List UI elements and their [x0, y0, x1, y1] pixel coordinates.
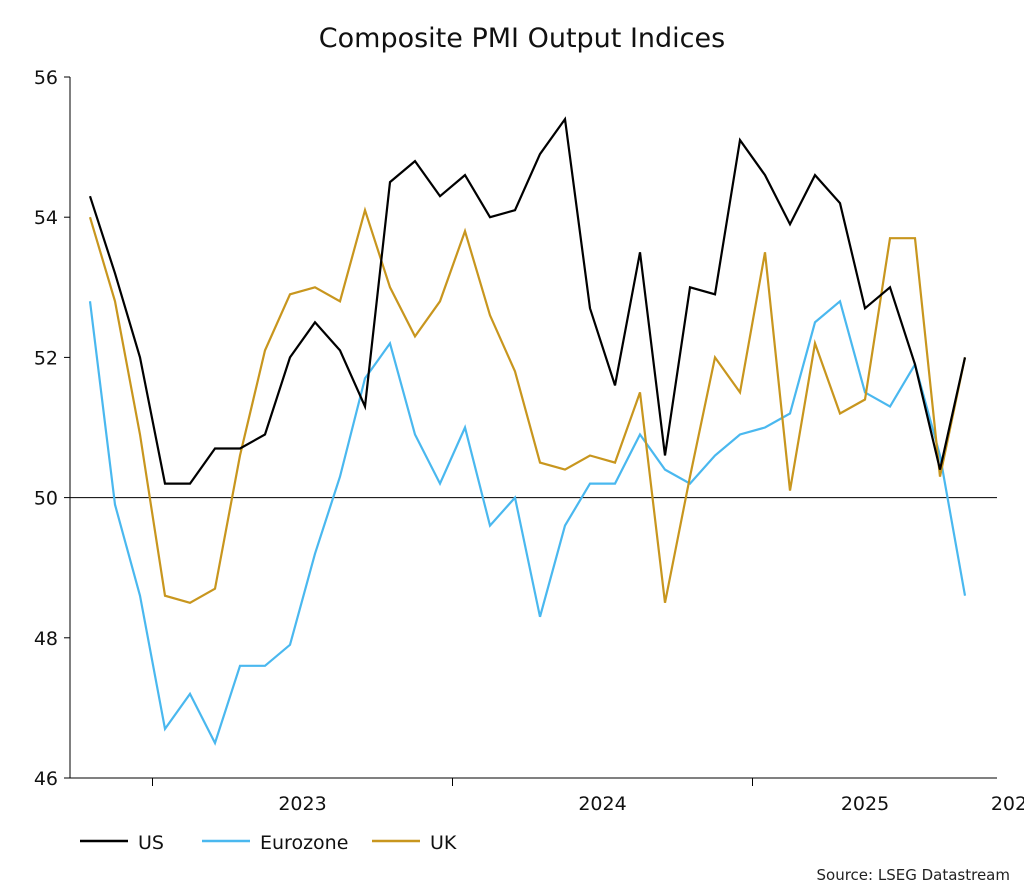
series-lines [88, 116, 967, 746]
series-line-us [88, 116, 967, 485]
y-tick-label: 52 [34, 347, 58, 369]
y-tick-label: 50 [34, 488, 58, 510]
y-tick-label: 54 [34, 207, 58, 229]
x-tick-label: 2025 [841, 793, 889, 815]
y-tick-label: 46 [34, 768, 58, 790]
y-tick-label: 48 [34, 628, 58, 650]
series-line-eurozone [88, 299, 967, 746]
source-note: Source: LSEG Datastream [817, 866, 1010, 884]
x-tick-label: 2024 [578, 793, 626, 815]
y-tick-label: 56 [34, 67, 58, 89]
series-line-uk [88, 206, 967, 604]
legend-label-uk: UK [430, 832, 457, 854]
plot-area: 46 48 50 52 54 56 2023 2024 2025 2026 [34, 67, 1024, 815]
legend-label-us: US [138, 832, 164, 854]
x-tick-label: 2026 [991, 793, 1024, 815]
legend-label-eurozone: Eurozone [260, 832, 348, 854]
x-tick-label: 2023 [278, 793, 326, 815]
legend: US Eurozone UK [80, 832, 457, 854]
chart-title: Composite PMI Output Indices [319, 23, 725, 54]
